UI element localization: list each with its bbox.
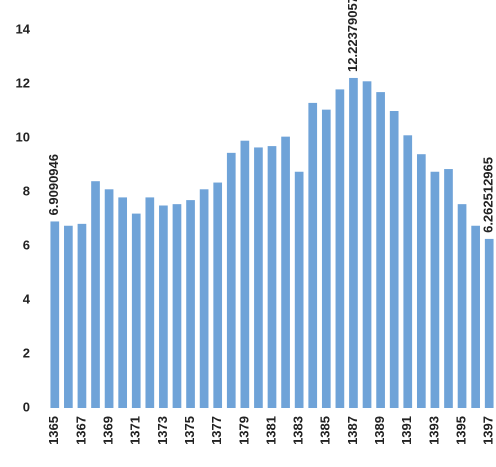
bar [294, 171, 304, 408]
x-tick-label: 1371 [128, 416, 143, 445]
bar [281, 136, 290, 408]
bar [362, 81, 372, 409]
bar [457, 204, 467, 408]
x-tick-label: 1397 [481, 416, 496, 445]
data-label: 6.262512965 [481, 157, 496, 233]
bar [416, 154, 426, 408]
bar [349, 77, 358, 409]
bar [389, 111, 399, 408]
bar [403, 135, 413, 409]
x-tick-label: 1379 [236, 416, 251, 445]
bar [172, 204, 182, 408]
y-tick-label: 2 [23, 345, 30, 360]
bar [376, 92, 385, 408]
bar [104, 189, 114, 408]
x-tick-label: 1365 [46, 416, 61, 445]
x-tick-label: 1377 [209, 416, 224, 445]
bar [50, 221, 60, 408]
bar [213, 182, 223, 408]
x-tick-label: 1389 [372, 416, 387, 445]
bar [64, 225, 73, 408]
y-tick-label: 14 [16, 21, 31, 36]
x-tick-label: 1383 [291, 416, 306, 445]
x-tick-label: 1375 [182, 416, 197, 445]
bar [308, 102, 318, 409]
bar [335, 89, 345, 409]
bar [430, 171, 440, 408]
x-tick-label: 1373 [155, 416, 170, 445]
x-tick-label: 1387 [345, 416, 360, 445]
bar [471, 225, 480, 408]
x-tick-label: 1369 [101, 416, 116, 445]
bar [131, 213, 141, 408]
x-tick-label: 1381 [263, 416, 278, 445]
y-tick-label: 6 [23, 237, 30, 252]
y-tick-label: 12 [16, 75, 30, 90]
bar [186, 200, 195, 408]
bar [145, 197, 155, 408]
bar [118, 197, 128, 408]
bar [254, 147, 263, 408]
bar [484, 238, 494, 408]
y-tick-label: 8 [23, 183, 30, 198]
bar [444, 169, 453, 408]
bar [226, 152, 236, 408]
bar [240, 140, 250, 408]
bar [199, 189, 209, 408]
y-tick-label: 10 [16, 129, 30, 144]
bar [321, 109, 331, 409]
data-label: 12.22379057 [345, 0, 360, 72]
x-tick-label: 1367 [73, 416, 88, 445]
x-tick-label: 1393 [426, 416, 441, 445]
x-tick-label: 1385 [318, 416, 333, 445]
bar [267, 146, 277, 408]
y-tick-label: 4 [23, 291, 31, 306]
data-label: 6.9090946 [46, 154, 61, 215]
y-tick-label: 0 [23, 399, 30, 414]
x-tick-label: 1391 [399, 416, 414, 445]
x-tick-label: 1395 [453, 416, 468, 445]
bar [91, 181, 100, 408]
bar [77, 223, 87, 408]
bar [159, 205, 168, 408]
